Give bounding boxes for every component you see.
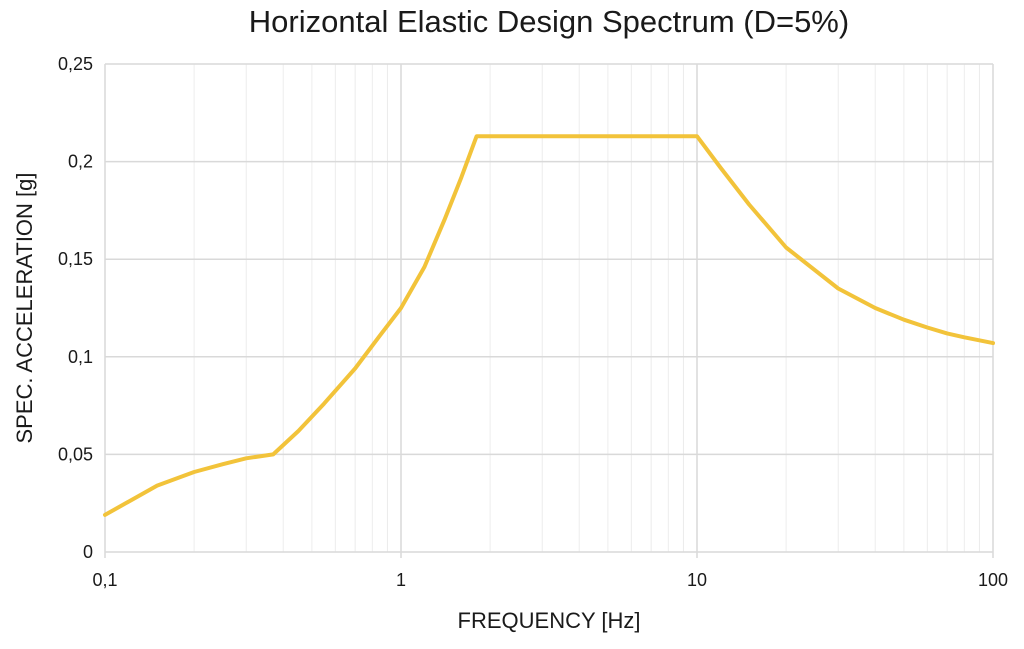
- spectrum-line: [103, 134, 995, 517]
- y-tick-label: 0,25: [58, 54, 93, 74]
- x-axis-title: FREQUENCY [Hz]: [458, 608, 641, 633]
- y-tick-label: 0: [83, 542, 93, 562]
- x-tick-label: 10: [687, 570, 707, 590]
- x-tick-label: 1: [396, 570, 406, 590]
- y-axis-title: SPEC. ACCELERATION [g]: [12, 172, 37, 443]
- major-grid: [104, 63, 994, 558]
- series-group: [103, 134, 995, 517]
- chart-title: Horizontal Elastic Design Spectrum (D=5%…: [248, 4, 850, 39]
- y-tick-label: 0,05: [58, 444, 93, 464]
- y-axis-ticks: 0 0,05 0,1 0,15 0,2 0,25: [58, 54, 93, 562]
- x-axis-ticks: 0,1 1 10 100: [92, 570, 1008, 590]
- y-tick-label: 0,1: [68, 347, 93, 367]
- minor-grid: [193, 64, 980, 552]
- x-tick-label: 100: [978, 570, 1008, 590]
- y-tick-label: 0,15: [58, 249, 93, 269]
- y-tick-label: 0,2: [68, 152, 93, 172]
- x-tick-label: 0,1: [92, 570, 117, 590]
